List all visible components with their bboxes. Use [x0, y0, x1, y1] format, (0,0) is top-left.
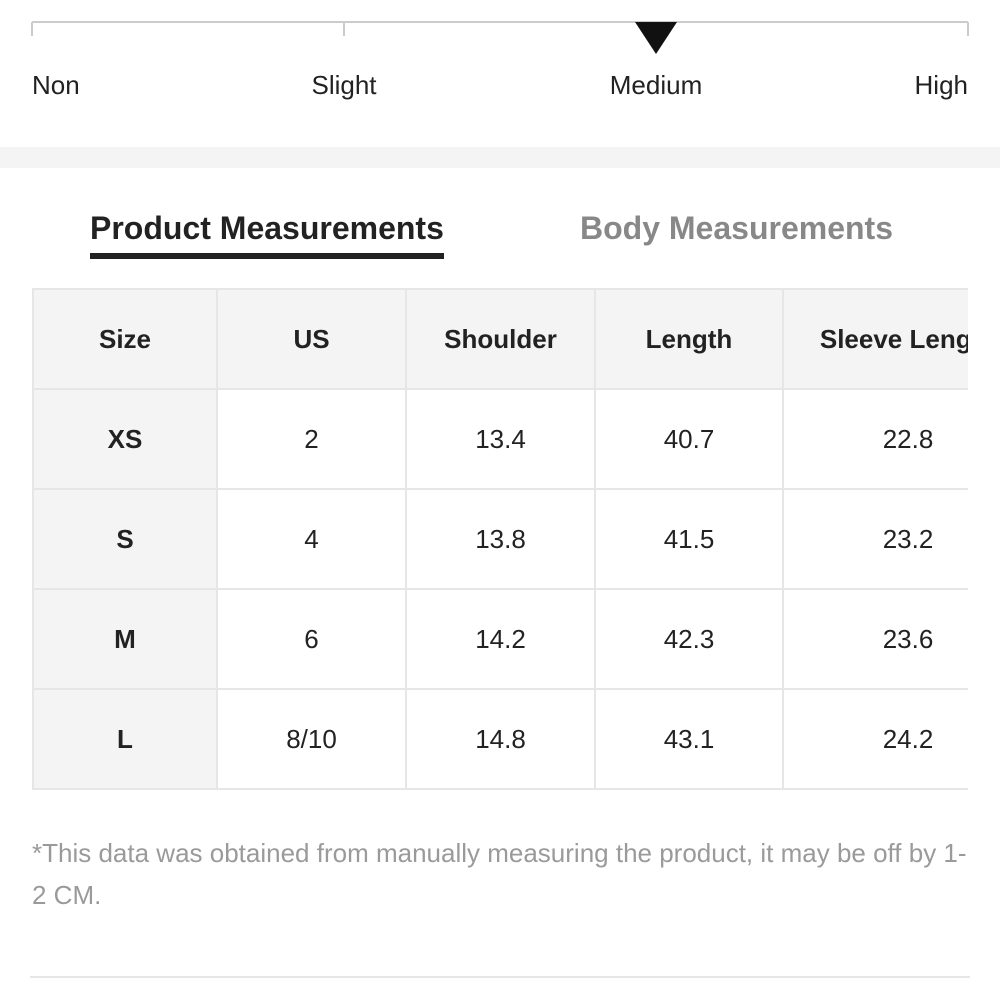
- table-cell: 14.8: [405, 688, 596, 790]
- table-cell: 8/10: [216, 688, 407, 790]
- table-cell: 23.2: [782, 488, 968, 590]
- table-row: L 8/10 14.8 43.1 24.2: [32, 688, 968, 790]
- table-cell: 2: [216, 388, 407, 490]
- table-cell: 41.5: [594, 488, 784, 590]
- header-cell: Length: [594, 288, 784, 390]
- header-cell: Size: [32, 288, 218, 390]
- table-cell: 42.3: [594, 588, 784, 690]
- note: *This data was obtained from manually me…: [32, 838, 967, 910]
- selected-indicator: [635, 22, 677, 54]
- header-cell: US: [216, 288, 407, 390]
- table-cell: 4: [216, 488, 407, 590]
- stretch-scale: Non Slight Medium High: [0, 0, 1000, 120]
- scale-label: Non: [32, 70, 80, 100]
- table-row: XS 2 13.4 40.7 22.8: [32, 388, 968, 490]
- table-row: S 4 13.8 41.5 23.2: [32, 488, 968, 590]
- tab[interactable]: Product Measurements: [90, 210, 444, 259]
- table-cell: 43.1: [594, 688, 784, 790]
- scale-label: High: [914, 70, 968, 100]
- size-cell: S: [32, 488, 218, 590]
- size-cell: M: [32, 588, 218, 690]
- table-cell: 13.8: [405, 488, 596, 590]
- table-cell: 6: [216, 588, 407, 690]
- header-cell: Shoulder: [405, 288, 596, 390]
- header-cell: Sleeve Length: [782, 288, 968, 390]
- divider-line: [30, 976, 970, 978]
- tab[interactable]: Body Measurements: [580, 210, 893, 246]
- table-cell: 40.7: [594, 388, 784, 490]
- scale-label: Medium: [609, 70, 703, 100]
- table-cell: 22.8: [782, 388, 968, 490]
- table-row: M 6 14.2 42.3 23.6: [32, 588, 968, 690]
- scale-label: Slight: [311, 70, 377, 100]
- table-cell: 14.2: [405, 588, 596, 690]
- table-cell: 13.4: [405, 388, 596, 490]
- divider-band: [0, 147, 1000, 168]
- size-cell: L: [32, 688, 218, 790]
- size-cell: XS: [32, 388, 218, 490]
- table-cell: 24.2: [782, 688, 968, 790]
- table-cell: 23.6: [782, 588, 968, 690]
- stretch-track: [31, 21, 969, 54]
